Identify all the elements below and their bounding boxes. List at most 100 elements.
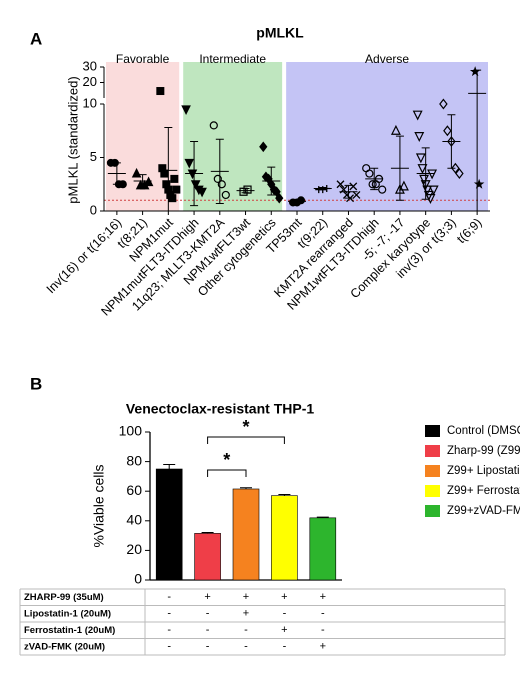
error-bar (201, 531, 214, 534)
error-bar (190, 140, 199, 207)
error-bar (163, 464, 176, 469)
table-cell: + (243, 608, 249, 620)
table-cell: - (167, 624, 171, 636)
bar (271, 495, 298, 581)
y-axis-label: %Viable cells (91, 464, 107, 547)
table-cell: - (321, 624, 325, 636)
legend-swatch (425, 445, 440, 457)
table-cell: + (243, 591, 249, 603)
data-point (439, 98, 448, 110)
data-point (425, 194, 436, 205)
data-point (390, 124, 401, 135)
table-cell: + (320, 641, 326, 653)
data-point (197, 187, 207, 198)
x-tick-label: t(6;9) (454, 216, 485, 247)
legend-swatch (425, 425, 440, 437)
data-point (451, 162, 460, 174)
error-bar (240, 487, 252, 489)
error-bar (421, 147, 430, 200)
legend-swatch (425, 465, 440, 477)
error-bar (395, 135, 404, 201)
table-cell: + (281, 624, 287, 636)
data-point (455, 168, 464, 180)
y-tick-label: 20 (83, 74, 97, 89)
table-cell: - (167, 591, 171, 603)
error-bar (293, 199, 301, 203)
legend-swatch (425, 505, 440, 517)
table-cell: + (204, 591, 210, 603)
data-point (172, 185, 181, 194)
x-tick-label: Inv(16) or t(16;16) (44, 216, 125, 297)
y-axis-label: pMLKL (standardized) (65, 76, 80, 203)
error-bar (318, 186, 327, 191)
data-point (336, 180, 345, 189)
table-cell: - (283, 641, 287, 653)
data-point (143, 176, 154, 187)
error-bar (112, 162, 121, 185)
table-cell: - (283, 608, 287, 620)
row-label: Lipostatin-1 (20uM) (24, 608, 111, 619)
data-point (181, 105, 191, 115)
legend-label: Zharp-99 (Z99) (447, 445, 520, 457)
data-point (213, 174, 222, 183)
table-cell: - (167, 641, 171, 653)
data-point (160, 169, 169, 178)
significance-bracket (207, 469, 247, 477)
chart-title: pMLKL (256, 25, 304, 41)
error-bar (316, 516, 329, 518)
y-tick-label: 10 (83, 95, 97, 110)
bar (309, 517, 337, 581)
table-cell: + (320, 591, 326, 603)
error-bar (370, 167, 379, 191)
data-point (365, 169, 374, 178)
y-tick-label: 20 (126, 541, 142, 557)
data-point (217, 180, 226, 189)
data-point (170, 174, 179, 183)
data-point (209, 121, 218, 130)
y-tick-label: 100 (119, 423, 143, 439)
data-point (428, 185, 439, 196)
group-label: Favorable (116, 52, 170, 66)
legend-label: Z99+zVAD-FMK (447, 505, 520, 517)
data-point (398, 180, 409, 191)
table-cell: - (321, 608, 325, 620)
data-point (473, 178, 485, 189)
error-bar (215, 138, 224, 205)
error-bar (267, 166, 276, 196)
data-point (417, 164, 428, 175)
panel-label: A (30, 29, 42, 48)
data-point (414, 132, 425, 142)
significance-label: * (223, 450, 230, 470)
legend-label: Control (DMSO) (447, 425, 520, 437)
data-point (184, 158, 195, 169)
significance-bracket (207, 436, 285, 444)
table-cell: - (167, 608, 171, 620)
data-point (259, 141, 268, 153)
data-point (156, 87, 165, 96)
panel-label: B (30, 374, 42, 393)
error-bar (278, 493, 291, 496)
error-bar (138, 174, 147, 188)
error-bar (344, 184, 353, 199)
error-bar (164, 127, 173, 212)
data-point (378, 185, 387, 194)
data-point (272, 186, 281, 198)
table-cell: - (244, 641, 248, 653)
bar (232, 488, 260, 581)
error-bar (447, 114, 456, 169)
data-point (352, 190, 361, 199)
y-tick-label: 40 (126, 512, 142, 528)
y-tick-label: 60 (126, 482, 142, 498)
row-label: Ferrostatin-1 (20uM) (24, 625, 115, 636)
y-tick-label: 80 (126, 452, 142, 468)
y-tick-label: 30 (83, 58, 97, 73)
table-cell: - (206, 624, 210, 636)
legend-swatch (425, 485, 440, 497)
table-cell: - (206, 608, 210, 620)
data-point (443, 125, 452, 137)
data-point (275, 192, 284, 204)
legend-label: Z99+ Lipostatin-1 (447, 465, 520, 477)
error-bar (473, 69, 482, 212)
y-tick-label: 0 (90, 202, 97, 217)
